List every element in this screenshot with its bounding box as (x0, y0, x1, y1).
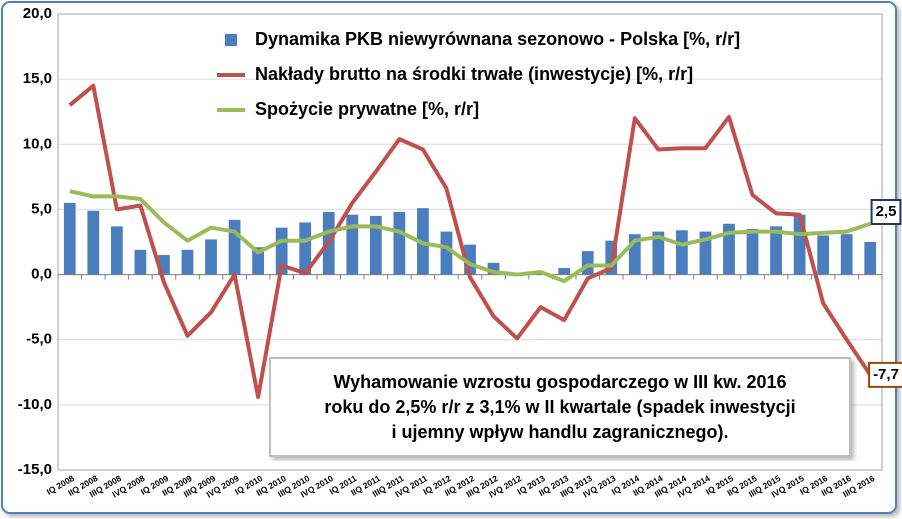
y-tick-label: 0,0 (31, 266, 52, 283)
bar (770, 226, 782, 275)
bar (840, 234, 853, 275)
data-label: 2,5 (870, 199, 902, 225)
bar (793, 214, 806, 275)
bar (205, 239, 217, 275)
bar (393, 212, 406, 275)
bar (676, 230, 688, 275)
bar (558, 268, 571, 275)
annotation-text: roku do 2,5% r/r z 3,1% w II kwartale (s… (324, 397, 795, 417)
bar (158, 255, 170, 275)
bar (864, 242, 877, 275)
bar (817, 235, 830, 275)
data-label-text: -7,7 (873, 366, 899, 383)
data-label-box (870, 199, 902, 225)
legend-label: Nakłady brutto na środki trwałe (inwesty… (255, 64, 693, 84)
bar (581, 251, 594, 275)
bar (299, 222, 312, 275)
bar (181, 249, 194, 275)
legend-label: Dynamika PKB niewyrównana sezonowo - Pol… (255, 29, 740, 49)
bar (628, 234, 641, 275)
y-tick-label: -15,0 (18, 461, 52, 478)
y-tick-label: 10,0 (23, 135, 52, 152)
line (69, 189, 871, 284)
bar (134, 249, 147, 275)
bar (487, 262, 500, 275)
y-tick-label: 5,0 (31, 200, 52, 217)
y-tick-label: 20,0 (23, 5, 52, 22)
bar (228, 219, 241, 275)
bar (110, 226, 123, 275)
legend-swatch (225, 34, 237, 46)
bar (699, 231, 712, 275)
y-tick-label: 15,0 (23, 70, 52, 87)
legend-label: Spożycie prywatne [%, r/r] (255, 99, 479, 119)
bar (63, 202, 76, 275)
y-tick-label: -10,0 (18, 396, 52, 413)
data-label-box (868, 361, 902, 388)
annotation-box (269, 357, 851, 457)
plot-border (57, 13, 883, 471)
line (68, 83, 872, 400)
bar (652, 231, 665, 275)
bar (252, 247, 264, 275)
data-label: -7,7 (868, 361, 902, 388)
data-label-text: 2,5 (876, 203, 897, 220)
bar (369, 215, 382, 275)
bar (346, 214, 359, 275)
bar (275, 227, 288, 275)
annotation-text: i ujemny wpływ handlu zagranicznego). (391, 422, 728, 442)
bar (723, 223, 735, 275)
bar (440, 231, 453, 275)
y-tick-label: -5,0 (26, 331, 52, 348)
bar (87, 210, 100, 275)
bar (746, 228, 759, 275)
bar (464, 244, 476, 275)
annotation-text: Wyhamowanie wzrostu gospodarczego w III … (333, 372, 786, 392)
